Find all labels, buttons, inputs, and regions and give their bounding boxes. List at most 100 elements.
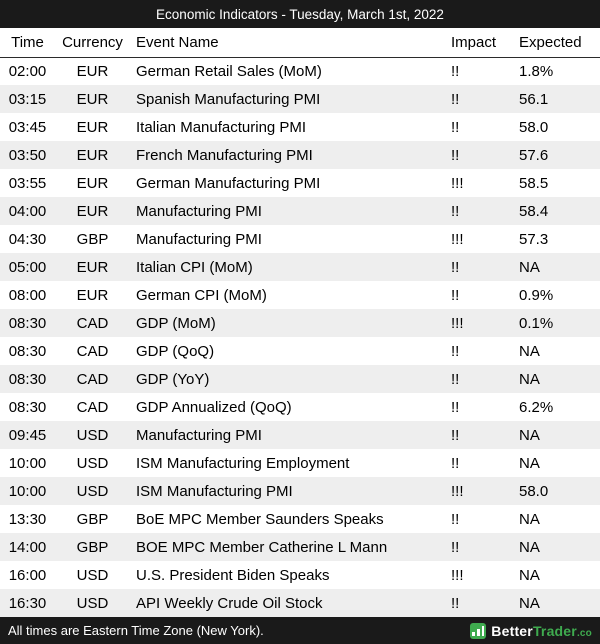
currency-cell: USD [76, 454, 109, 472]
table-header: Time Currency Event Name Impact Expected [0, 28, 600, 58]
expected-cell: 58.0 [519, 482, 549, 500]
impact-cell: !! [451, 426, 460, 444]
events-table-body: 02:00 EUR German Retail Sales (MoM)!! 1.8% 0… [0, 57, 600, 617]
event-cell: ISM Manufacturing Employment [136, 454, 350, 472]
expected-cell: NA [519, 454, 540, 472]
currency-cell: EUR [76, 286, 109, 304]
time-cell: 08:30 [8, 314, 47, 332]
expected-cell: 58.0 [519, 118, 549, 136]
impact-cell: !! [451, 90, 460, 108]
impact-cell: !!! [451, 174, 464, 192]
brand-suffix: .co [576, 627, 592, 639]
time-cell: 10:00 [8, 454, 47, 472]
title-bar: Economic Indicators - Tuesday, March 1st… [0, 0, 600, 28]
impact-cell: !! [451, 370, 460, 388]
time-cell: 05:00 [8, 258, 47, 276]
impact-cell: !! [451, 538, 460, 556]
time-cell: 08:30 [8, 342, 47, 360]
event-cell: Manufacturing PMI [136, 426, 262, 444]
event-cell: Manufacturing PMI [136, 230, 262, 248]
expected-cell: 0.9% [519, 286, 554, 304]
table-row: 08:30 CAD GDP (MoM)!!! 0.1% [0, 309, 600, 337]
impact-cell: !! [451, 286, 460, 304]
table-row: 08:30 CAD GDP Annualized (QoQ)!! 6.2% [0, 393, 600, 421]
currency-cell: EUR [76, 174, 109, 192]
event-cell: ISM Manufacturing PMI [136, 482, 293, 500]
expected-cell: NA [519, 538, 540, 556]
table-row: 04:30 GBP Manufacturing PMI!!! 57.3 [0, 225, 600, 253]
timezone-note: All times are Eastern Time Zone (New Yor… [8, 623, 264, 638]
expected-cell: 0.1% [519, 314, 554, 332]
impact-cell: !!! [451, 566, 464, 584]
currency-cell: EUR [76, 202, 109, 220]
time-cell: 10:00 [8, 482, 47, 500]
currency-cell: EUR [76, 62, 109, 80]
event-cell: German CPI (MoM) [136, 286, 267, 304]
expected-cell: 1.8% [519, 62, 554, 80]
impact-cell: !! [451, 510, 460, 528]
time-cell: 08:30 [8, 398, 47, 416]
expected-cell: NA [519, 566, 540, 584]
table-row: 13:30 GBP BoE MPC Member Saunders Speaks!!… [0, 505, 600, 533]
time-cell: 08:30 [8, 370, 47, 388]
table-row: 10:00 USD ISM Manufacturing Employment!! NA [0, 449, 600, 477]
expected-cell: 58.4 [519, 202, 549, 220]
currency-cell: EUR [76, 90, 109, 108]
time-cell: 08:00 [8, 286, 47, 304]
time-cell: 14:00 [8, 538, 47, 556]
impact-cell: !! [451, 594, 460, 612]
event-cell: GDP (QoQ) [136, 342, 215, 360]
currency-cell: GBP [76, 538, 109, 556]
event-cell: Italian Manufacturing PMI [136, 118, 307, 136]
time-cell: 16:00 [8, 566, 47, 584]
bettertrader-logo[interactable]: BetterTrader.co [470, 622, 592, 639]
table-row: 08:30 CAD GDP (QoQ)!! NA [0, 337, 600, 365]
page-title: Economic Indicators - Tuesday, March 1st… [156, 6, 444, 22]
table-row: 03:50 EUR French Manufacturing PMI!! 57.6 [0, 141, 600, 169]
bar-chart-icon [470, 622, 487, 639]
currency-cell: USD [76, 594, 109, 612]
impact-cell: !! [451, 258, 460, 276]
column-header-currency: Currency [55, 28, 130, 58]
table-row: 02:00 EUR German Retail Sales (MoM)!! 1.8% [0, 57, 600, 85]
column-header-expected: Expected [515, 28, 600, 58]
expected-cell: NA [519, 258, 540, 276]
table-row: 03:45 EUR Italian Manufacturing PMI!! 58.0 [0, 113, 600, 141]
currency-cell: CAD [76, 342, 109, 360]
expected-cell: 56.1 [519, 90, 549, 108]
currency-cell: CAD [76, 314, 109, 332]
currency-cell: EUR [76, 258, 109, 276]
event-cell: U.S. President Biden Speaks [136, 566, 330, 584]
table-row: 04:00 EUR Manufacturing PMI!! 58.4 [0, 197, 600, 225]
impact-cell: !!! [451, 230, 464, 248]
impact-cell: !! [451, 118, 460, 136]
event-cell: BoE MPC Member Saunders Speaks [136, 510, 384, 528]
expected-cell: NA [519, 342, 540, 360]
table-row: 08:00 EUR German CPI (MoM)!! 0.9% [0, 281, 600, 309]
impact-cell: !! [451, 454, 460, 472]
table-row: 10:00 USD ISM Manufacturing PMI!!! 58.0 [0, 477, 600, 505]
impact-cell: !! [451, 398, 460, 416]
table-row: 09:45 USD Manufacturing PMI!! NA [0, 421, 600, 449]
impact-cell: !!! [451, 482, 464, 500]
currency-cell: CAD [76, 398, 109, 416]
table-row: 16:30 USD API Weekly Crude Oil Stock!! NA [0, 589, 600, 617]
impact-cell: !! [451, 342, 460, 360]
event-cell: API Weekly Crude Oil Stock [136, 594, 323, 612]
table-row: 08:30 CAD GDP (YoY)!! NA [0, 365, 600, 393]
event-cell: GDP (MoM) [136, 314, 216, 332]
expected-cell: 58.5 [519, 174, 549, 192]
events-table: Time Currency Event Name Impact Expected… [0, 28, 600, 617]
currency-cell: GBP [76, 510, 109, 528]
time-cell: 13:30 [8, 510, 47, 528]
table-row: 03:55 EUR German Manufacturing PMI!!! 58.5 [0, 169, 600, 197]
column-header-time: Time [0, 28, 55, 58]
currency-cell: USD [76, 482, 109, 500]
impact-cell: !! [451, 202, 460, 220]
event-cell: German Retail Sales (MoM) [136, 62, 322, 80]
currency-cell: USD [76, 566, 109, 584]
event-cell: French Manufacturing PMI [136, 146, 313, 164]
event-cell: Italian CPI (MoM) [136, 258, 253, 276]
brand-part1: Better [491, 622, 533, 639]
